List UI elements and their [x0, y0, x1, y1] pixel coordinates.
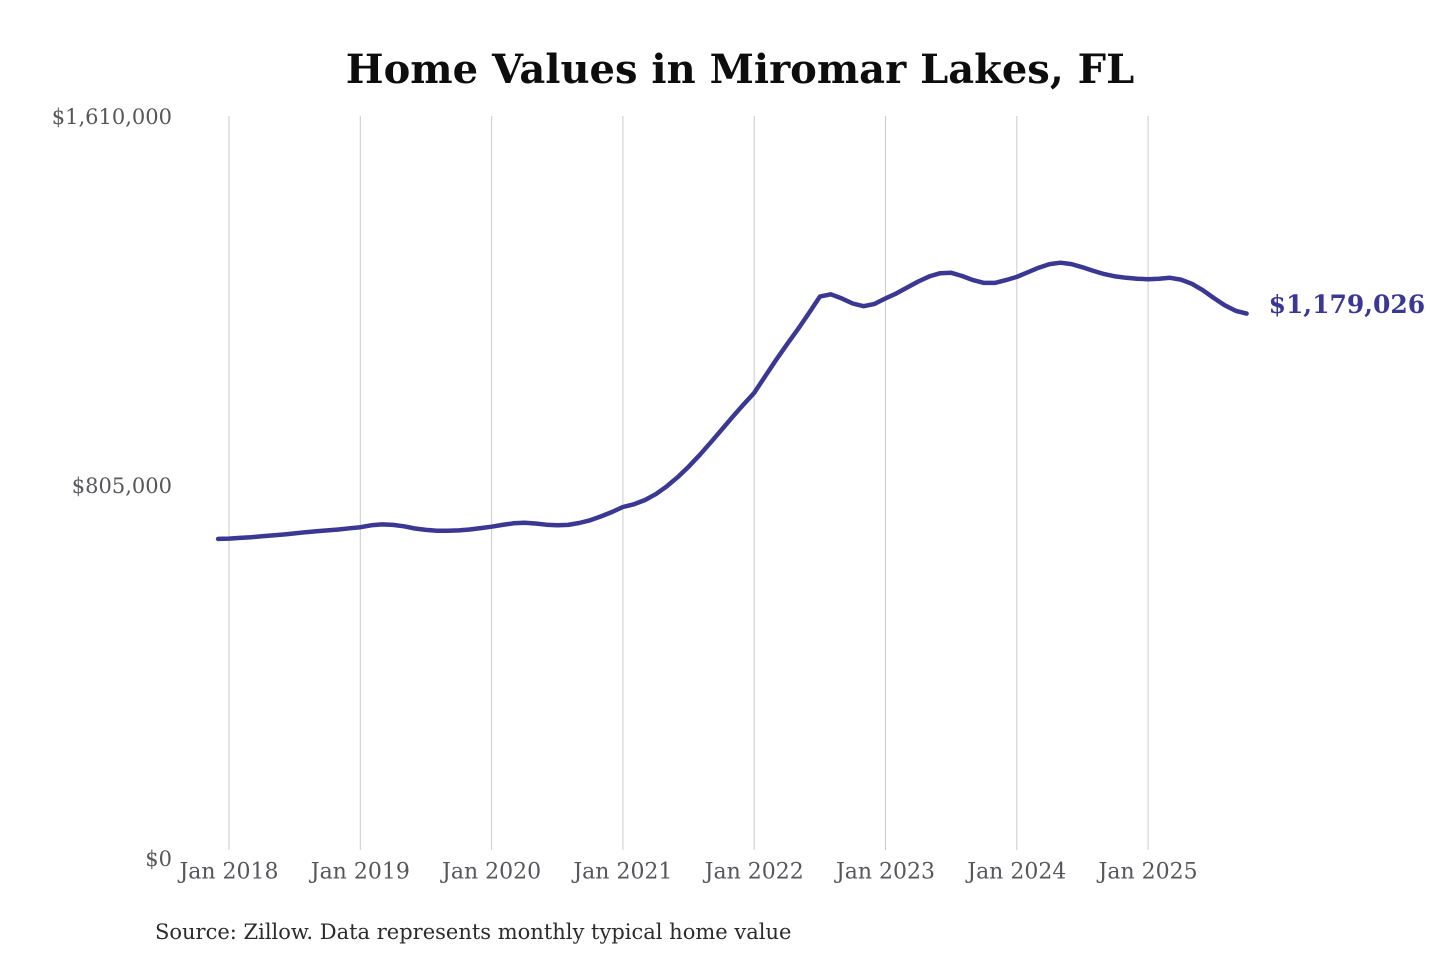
- latest-value-label: $1,179,026: [1269, 290, 1426, 319]
- chart-title: Home Values in Miromar Lakes, FL: [346, 46, 1134, 93]
- gridlines: [228, 116, 1149, 850]
- home-value-line: [215, 260, 1249, 542]
- x-tick-label: Jan 2021: [571, 860, 672, 885]
- x-tick-label: Jan 2024: [965, 860, 1066, 885]
- y-tick-label: $1,610,000: [52, 105, 172, 129]
- x-tick-label: Jan 2022: [703, 860, 804, 885]
- x-tick-label: Jan 2020: [440, 860, 541, 885]
- source-note: Source: Zillow. Data represents monthly …: [155, 920, 791, 944]
- y-tick-label: $805,000: [72, 474, 172, 498]
- x-tick-label: Jan 2023: [834, 860, 935, 885]
- y-axis-labels: $1,610,000 $805,000 $0: [52, 105, 172, 871]
- x-tick-label: Jan 2025: [1097, 860, 1198, 885]
- x-axis-labels: Jan 2018 Jan 2019 Jan 2020 Jan 2021 Jan 2022…: [177, 860, 1197, 885]
- x-tick-label: Jan 2019: [309, 860, 410, 885]
- x-tick-label: Jan 2018: [177, 860, 278, 885]
- y-tick-label: $0: [145, 847, 172, 871]
